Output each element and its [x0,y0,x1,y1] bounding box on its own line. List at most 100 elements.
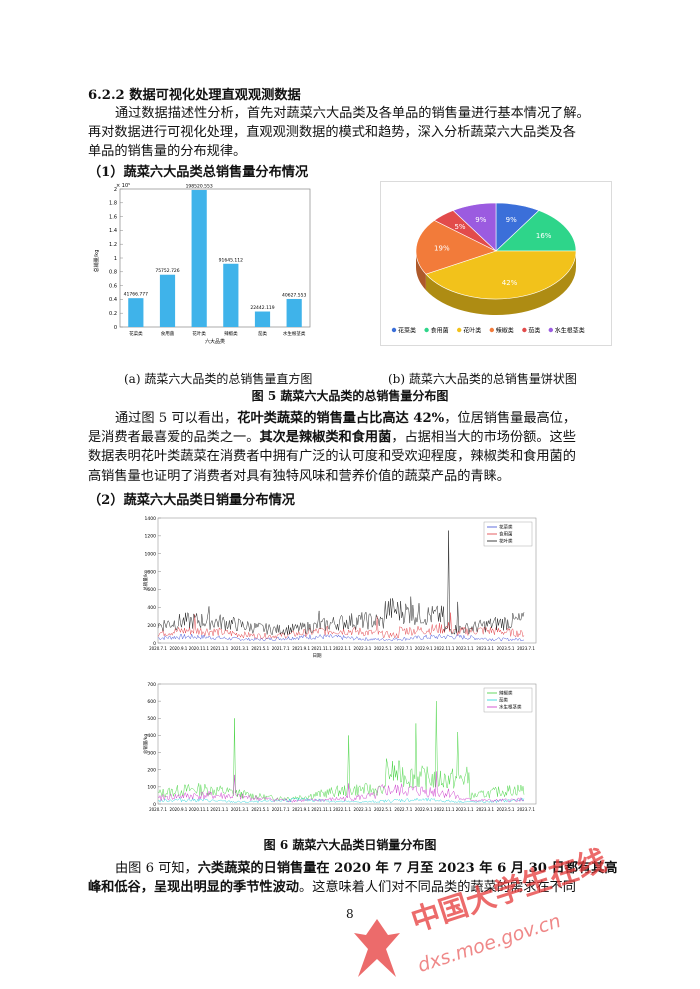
bar-category-label: 茄类 [258,330,267,337]
line-legend-label: 茄类 [499,697,508,704]
pie-legend-swatch [522,328,526,332]
line-x-tick-label: 2021.1.1 [210,646,228,651]
line-x-tick-label: 2021.7.1 [272,646,290,651]
line-y-axis-label: 总销量/kg [142,734,149,755]
line-x-tick-label: 2020.9.1 [170,646,188,651]
para-line: 高销售量也证明了消费者对具有独特风味和营养价值的蔬菜产品的青睐。 [88,467,618,486]
bar-value-label: 40627.553 [282,292,306,298]
line-x-tick-label: 2022.1.1 [333,807,351,812]
bar-y-tick-label: 1.8 [109,201,117,207]
line-x-tick-label: 2020.9.1 [170,807,188,812]
line-legend-label: 水生根茎类 [499,704,522,711]
pie-legend-label: 水生根茎类 [555,327,585,335]
line-legend-label: 食用菌 [499,531,513,538]
bar-chart: 0 0.2 0.4 0.6 0.8 1 1.2 1.4 1.6 1.8 2 41766.777 757… [88,181,346,351]
pie-legend-label: 花叶类 [463,327,481,335]
bar [128,298,143,327]
pie-legend-label: 辣椒类 [496,327,514,335]
pie-value-label: 19% [434,244,450,252]
fig5b-caption: (b) 蔬菜六大品类的总销售量饼状图 [388,370,577,387]
line-x-tick-label: 2022.1.1 [333,646,351,651]
line-x-tick-label: 2020.7.1 [149,646,167,651]
pie-value-label: 9% [475,216,486,224]
line-x-tick-label: 2021.11.1 [311,646,332,651]
line-y-tick-label: 1400 [145,516,157,522]
line-x-tick-label: 2022.9.1 [415,646,433,651]
line-x-tick-label: 2023.5.1 [497,807,515,812]
line-x-tick-label: 2023.3.1 [476,646,494,651]
bar-y-tick-label: 1.2 [109,242,117,248]
line-x-tick-label: 2023.3.1 [476,807,494,812]
bar-value-label: 75752.726 [155,268,179,274]
bar-y-tick-label: 1.6 [109,214,117,220]
line-x-tick-label: 2022.5.1 [374,807,392,812]
pie-value-label: 5% [454,223,465,231]
bar-x-axis-label: 六大品类 [205,338,225,345]
pie-legend-label: 花菜类 [398,327,416,335]
line-x-tick-label: 2021.7.1 [272,807,290,812]
line-x-tick-label: 2020.7.1 [149,807,167,812]
line-legend-label: 花叶类 [499,538,513,545]
line-x-tick-label: 2023.5.1 [497,646,515,651]
line-x-tick-label: 2022.5.1 [374,646,392,651]
bar-y-axis-label: 总销量/kg [93,250,100,273]
subsection-heading-1: （1）蔬菜六大品类总销售量分布情况 [88,161,308,180]
line-x-tick-label: 2023.1.1 [456,646,474,651]
pie-legend-swatch [392,328,396,332]
line-x-tick-label: 2022.7.1 [394,807,412,812]
line-y-tick-label: 500 [147,716,156,722]
line-legend-label: 花菜类 [499,524,513,531]
bar-y-tick-label: 0.4 [109,297,117,303]
line-y-tick-label: 700 [147,682,156,688]
line-x-tick-label: 2022.11.1 [434,646,455,651]
line-y-tick-label: 200 [147,623,156,629]
pie-value-label: 16% [536,232,552,240]
bar-category-label: 花菜类 [129,330,143,337]
line-y-tick-label: 1200 [145,534,157,540]
pie-legend-label: 食用菌 [431,327,449,335]
line-x-axis-label: 日期 [313,653,322,659]
line-x-tick-label: 2022.9.1 [415,807,433,812]
line-x-tick-label: 2021.11.1 [311,807,332,812]
line-legend-label: 辣椒类 [499,690,513,697]
line-x-tick-label: 2020.11.1 [189,646,210,651]
bar-value-label: 22442.119 [250,305,274,311]
bar [287,299,302,327]
line-x-tick-label: 2021.1.1 [210,807,228,812]
pie-legend-swatch [424,328,428,332]
para-line: 数据表明花叶类蔬菜在消费者中拥有广泛的认可度和受欢迎程度，辣椒类和食用菌的 [88,447,618,466]
intro-line: 再对数据进行可视化处理，直观观测数据的模式和趋势，深入分析蔬菜六大品类及各 [88,123,618,142]
bar-category-label: 食用菌 [161,330,175,337]
pie-value-label: 42% [502,279,518,287]
line-plot-frame [158,684,536,804]
line-y-axis-label: 总销量/kg [142,570,149,591]
line-x-tick-label: 2023.1.1 [456,807,474,812]
intro-line: 通过数据描述性分析，首先对蔬菜六大品类及各单品的销售量进行基本情况了解。 [88,104,618,123]
bar-value-label: 41766.777 [124,292,148,298]
bar-y-tick-label: 1 [114,256,117,262]
pie-legend-label: 茄类 [528,327,540,335]
bar-category-label: 水生根茎类 [283,330,306,337]
line-legend: 花菜类食用菌花叶类 [484,522,532,546]
bar-y-multiplier: × 10⁵ [116,183,130,189]
line-x-tick-label: 2023.7.1 [517,646,535,651]
pie-value-label: 9% [506,216,517,224]
bar-category-label: 辣椒类 [224,330,238,337]
bar-y-tick-label: 0.6 [109,283,117,289]
line-x-tick-label: 2021.5.1 [251,646,269,651]
intro-line: 单品的销售量的分布规律。 [88,142,618,161]
pie-chart: 9% 16% 42% 19% 5% 9% 花菜类 食用菌 花叶类 辣椒类 茄类 水生根茎类 [380,181,612,346]
bar [160,275,175,327]
bar-plot-frame [120,189,310,327]
line-x-tick-label: 2022.3.1 [354,646,372,651]
pie-legend-swatch [457,328,461,332]
line-x-tick-label: 2022.11.1 [434,807,455,812]
bar [255,312,270,327]
line-x-tick-label: 2021.3.1 [231,807,249,812]
bar-value-label: 91645.112 [219,257,243,263]
line-y-tick-label: 1000 [145,552,157,558]
section-heading: 6.2.2 数据可视化处理直观观测数据 [88,84,301,103]
line-x-tick-label: 2020.11.1 [189,807,210,812]
pie-legend-swatch [549,328,553,332]
